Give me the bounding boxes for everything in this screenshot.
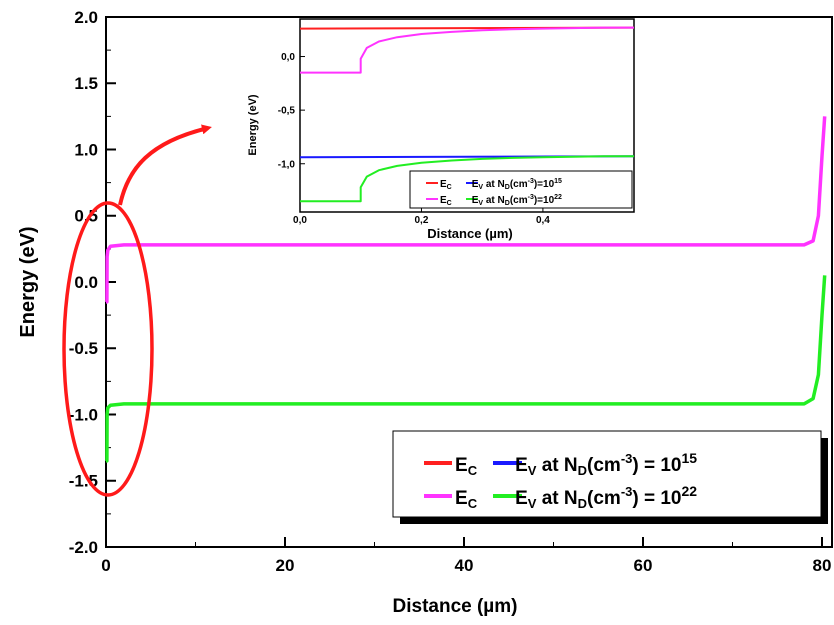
inset-axis-ticks: 0,0 0,2 0,4 0,0 -0,5 -1,0 <box>278 52 551 226</box>
legend-entry-1015: EC EV at ND(cm-3) = 1015 <box>455 450 697 478</box>
inset-legend-entry-1022: EC EV at ND(cm-3)=1022 <box>440 194 562 207</box>
x-tick-label: 0,2 <box>415 215 429 226</box>
y-tick-label: 2.0 <box>74 8 98 27</box>
series-line-ec_high <box>104 116 827 304</box>
legend-entry-1022: EC EV at ND(cm-3) = 1022 <box>455 483 697 511</box>
inset-x-axis-label: Distance (µm) <box>427 226 513 241</box>
inset-plot: 0,0 0,2 0,4 0,0 -0,5 -1,0 Distance (µm) Energ… <box>247 18 635 241</box>
x-tick-label: 20 <box>276 556 295 575</box>
y-tick-label: -1.0 <box>69 405 98 424</box>
y-tick-label: -2.0 <box>69 538 98 557</box>
main-legend: EC EV at ND(cm-3) = 1015 EC EV at ND(cm-3)… <box>392 430 828 524</box>
annotation-arrow <box>118 124 212 206</box>
inset-legend-entry-1015: EC EV at ND(cm-3)=1015 <box>440 178 562 191</box>
y-tick-label: 1.0 <box>74 140 98 159</box>
x-tick-label: 0,0 <box>293 215 307 226</box>
x-axis-label: Distance (µm) <box>393 596 518 617</box>
series-line-ec_high <box>300 26 634 74</box>
y-axis-label: Energy (eV) <box>17 226 39 337</box>
y-tick-label: -0,5 <box>278 106 296 117</box>
inset-legend: EC EV at ND(cm-3)=1015 EC EV at ND(cm-3)=1… <box>409 170 633 209</box>
x-tick-label: 40 <box>455 556 474 575</box>
y-tick-label: 1.5 <box>74 74 98 93</box>
y-tick-label: 0.0 <box>74 273 98 292</box>
inset-y-axis-label: Energy (eV) <box>247 94 259 155</box>
x-tick-label: 60 <box>634 556 653 575</box>
x-tick-label: 0,4 <box>536 215 550 226</box>
annotation-ellipse <box>62 201 154 497</box>
y-tick-label: -1,0 <box>278 159 296 170</box>
series-line-ev_high <box>104 275 827 463</box>
y-tick-label: -0.5 <box>69 339 98 358</box>
main-axis-ticks: 0 20 40 60 802.01.51.00.50.0-0.5-1.0-1.5-2.0 <box>69 8 832 575</box>
legend-box <box>392 430 822 518</box>
x-tick-label: 0 <box>101 556 110 575</box>
main-series-group <box>104 116 827 463</box>
x-tick-label: 80 <box>813 556 832 575</box>
series-line-ev_high <box>300 155 634 203</box>
inset-legend-box <box>409 170 633 209</box>
inset-series-group <box>299 26 635 203</box>
y-tick-label: 0,0 <box>281 52 295 63</box>
